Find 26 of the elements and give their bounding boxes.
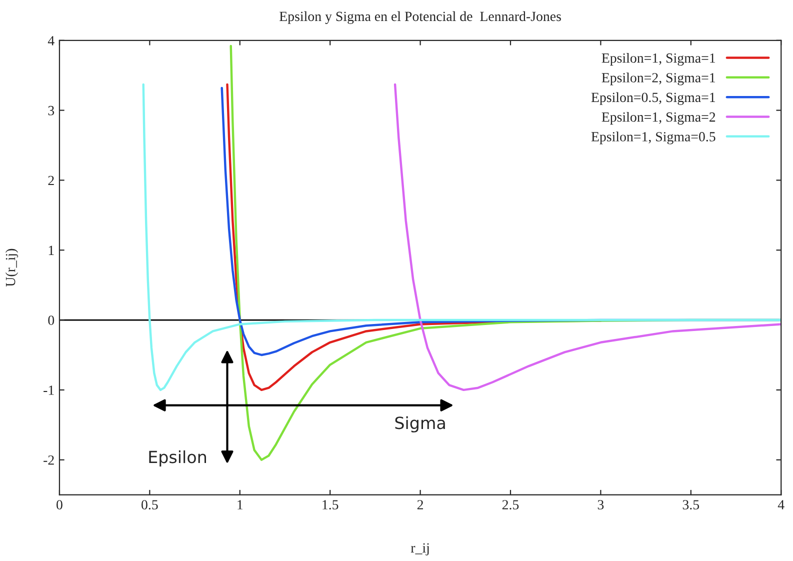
x-tick-label: 0.5 bbox=[142, 500, 158, 510]
y-tick-label: 2 bbox=[48, 176, 54, 186]
y-tick-label: 1 bbox=[48, 246, 54, 255]
chart-title: Epsilon y Sigma en el Potencial de Lennard-Jones bbox=[280, 11, 561, 24]
x-tick-label: 1.5 bbox=[322, 500, 338, 510]
y-tick-label: 4 bbox=[48, 36, 54, 46]
x-axis-title: r_ij bbox=[410, 543, 429, 556]
y-tick-label: -2 bbox=[44, 455, 54, 465]
x-tick-label: 0 bbox=[56, 500, 62, 510]
x-tick-label: 1 bbox=[238, 500, 243, 510]
x-tick-label: 2.5 bbox=[502, 500, 519, 510]
legend-label: Epsilon=2, Sigma=1 bbox=[602, 72, 715, 86]
x-tick-label: 3 bbox=[598, 500, 604, 510]
y-tick-label: -1 bbox=[44, 386, 54, 395]
legend-label: Epsilon=1, Sigma=0.5 bbox=[591, 132, 716, 144]
y-tick-label: 0 bbox=[48, 316, 54, 325]
legend-label: Epsilon=1, Sigma=2 bbox=[602, 112, 716, 125]
legend-label: Epsilon=1, Sigma=1 bbox=[602, 52, 715, 66]
x-tick-label: 4 bbox=[778, 500, 784, 510]
legend-label: Epsilon=0.5, Sigma=1 bbox=[591, 92, 715, 105]
annotation: Epsilon bbox=[149, 450, 206, 467]
x-tick-label: 3.5 bbox=[682, 500, 700, 510]
x-tick-label: 2 bbox=[417, 500, 423, 510]
annotation: Sigma bbox=[395, 416, 445, 432]
y-axis-title: U(r_ij) bbox=[5, 248, 18, 287]
y-tick-label: 3 bbox=[48, 106, 54, 116]
